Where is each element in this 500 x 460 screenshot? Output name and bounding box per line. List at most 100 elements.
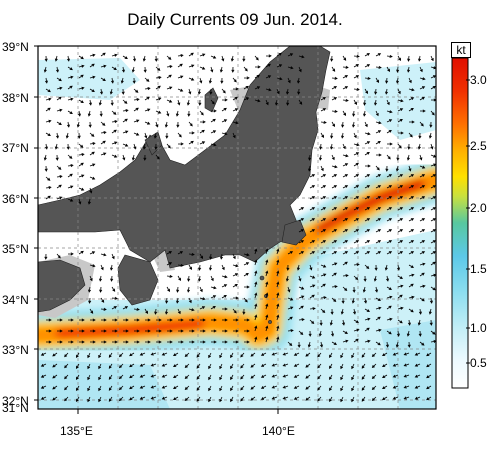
- current-vector-arrow: [385, 341, 389, 348]
- current-vector-arrow: [430, 110, 435, 116]
- current-vector-arrow: [305, 385, 311, 390]
- current-vector-arrow: [187, 286, 191, 293]
- current-vector-arrow: [419, 240, 426, 244]
- lat-label-38: 38°N: [2, 91, 29, 105]
- current-vector-arrow: [418, 308, 422, 315]
- current-vector-arrow: [145, 340, 151, 344]
- current-vector-arrow: [242, 308, 246, 315]
- current-vector-arrow: [144, 87, 151, 91]
- current-vector-arrow: [371, 363, 377, 368]
- current-vector-arrow: [161, 385, 168, 389]
- current-vector-arrow: [286, 264, 290, 271]
- current-vector-arrow: [123, 340, 129, 344]
- current-vector-arrow: [363, 297, 368, 304]
- current-vector-arrow: [176, 121, 180, 128]
- current-vector-arrow: [386, 207, 393, 211]
- current-vector-arrow: [88, 99, 92, 106]
- current-vector-arrow: [109, 264, 114, 271]
- current-vector-arrow: [199, 66, 206, 70]
- current-vector-arrow: [243, 76, 250, 80]
- current-vector-arrow: [293, 352, 300, 356]
- current-vector-arrow: [150, 396, 157, 400]
- current-vector-arrow: [111, 306, 118, 310]
- current-vector-arrow: [177, 251, 184, 255]
- current-vector-arrow: [109, 88, 113, 95]
- current-vector-arrow: [133, 107, 139, 112]
- current-vector-arrow: [429, 297, 433, 304]
- current-vector-arrow: [188, 140, 194, 145]
- current-vector-arrow: [320, 229, 327, 233]
- current-vector-arrow: [250, 363, 256, 368]
- current-vector-arrow: [386, 330, 392, 335]
- current-vector-arrow: [329, 363, 333, 370]
- current-vector-arrow: [319, 143, 323, 150]
- lat-label-31: 31°N: [2, 401, 29, 415]
- current-vector-arrow: [232, 121, 239, 125]
- current-vector-arrow: [298, 240, 305, 244]
- current-vector-arrow: [298, 218, 305, 222]
- current-vector-arrow: [122, 306, 129, 310]
- current-vector-arrow: [250, 396, 256, 401]
- current-vector-arrow: [428, 308, 432, 315]
- current-vector-arrow: [331, 341, 338, 345]
- current-vector-arrow: [419, 196, 426, 200]
- lat-label-39: 39°N: [2, 40, 29, 54]
- current-vector-arrow: [166, 86, 173, 90]
- current-vector-arrow: [64, 396, 69, 402]
- kuroshio-current: [38, 158, 436, 357]
- current-vector-arrow: [208, 363, 212, 370]
- current-vector-arrow: [243, 272, 249, 277]
- current-vector-arrow: [353, 87, 360, 91]
- current-vector-arrow: [331, 76, 338, 80]
- current-vector-arrow: [417, 143, 421, 150]
- current-vector-arrow: [375, 218, 382, 222]
- current-vector-arrow: [111, 141, 118, 145]
- current-vector-arrow: [43, 154, 47, 161]
- current-vector-arrow: [233, 318, 239, 322]
- current-vector-arrow: [381, 374, 388, 379]
- current-vector-arrow: [87, 363, 91, 370]
- current-vector-arrow: [100, 307, 107, 311]
- current-vector-arrow: [88, 297, 92, 304]
- current-vector-arrow: [376, 153, 382, 157]
- current-vector-arrow: [177, 308, 181, 315]
- current-vector-arrow: [244, 340, 250, 344]
- current-vector-arrow: [100, 52, 106, 57]
- current-vector-arrow: [232, 77, 237, 83]
- current-vector-arrow: [209, 264, 213, 271]
- current-vector-arrow: [142, 143, 146, 150]
- current-vector-arrow: [44, 77, 48, 84]
- current-vector-arrow: [329, 396, 333, 403]
- current-vector-arrow: [210, 66, 214, 73]
- current-vector-arrow: [64, 374, 69, 380]
- current-vector-arrow: [386, 196, 393, 200]
- current-vector-arrow: [254, 248, 258, 255]
- current-vector-arrow: [210, 143, 217, 147]
- current-vector-arrow: [282, 363, 289, 367]
- current-vector-arrow: [210, 118, 216, 123]
- current-vector-arrow: [196, 352, 201, 358]
- current-vector-arrow: [364, 151, 370, 156]
- current-vector-arrow: [254, 74, 260, 79]
- current-vector-arrow: [210, 99, 215, 105]
- current-vector-arrow: [276, 336, 280, 343]
- current-vector-arrow: [89, 142, 96, 146]
- current-vector-arrow: [309, 207, 316, 211]
- current-vector-arrow: [265, 314, 269, 321]
- current-vector-arrow: [408, 218, 415, 222]
- current-vector-arrow: [89, 75, 96, 79]
- current-vector-arrow: [189, 329, 195, 333]
- current-vector-arrow: [67, 85, 73, 90]
- current-vector-arrow: [260, 396, 267, 400]
- current-vector-arrow: [230, 363, 234, 370]
- current-vector-arrow: [392, 385, 399, 389]
- current-vector-arrow: [221, 132, 228, 136]
- current-vector-arrow: [298, 318, 305, 322]
- current-vector-arrow: [397, 185, 404, 189]
- current-vector-arrow: [100, 140, 106, 145]
- current-vector-arrow: [78, 55, 84, 60]
- current-vector-arrow: [240, 396, 245, 402]
- current-vector-arrow: [210, 275, 214, 282]
- current-vector-arrow: [133, 88, 139, 93]
- current-vector-arrow: [161, 352, 168, 356]
